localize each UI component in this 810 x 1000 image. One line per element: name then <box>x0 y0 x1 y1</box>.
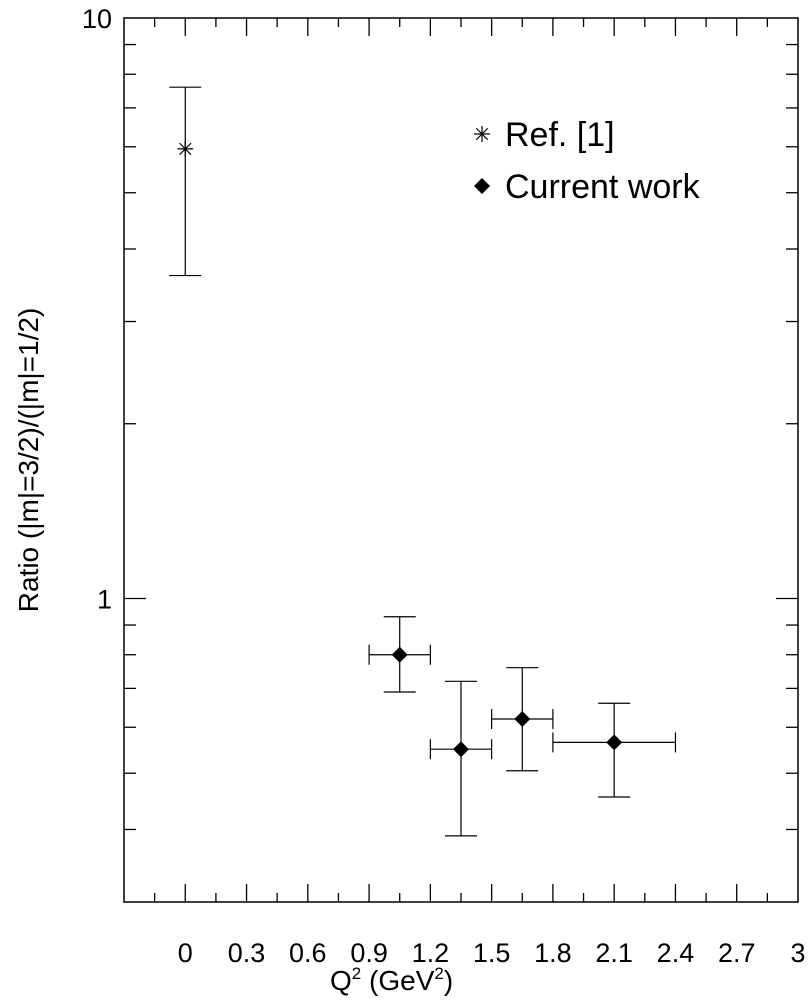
y-tick-label: 1 <box>97 584 112 614</box>
asterisk-stroke <box>475 127 489 141</box>
x-tick-label: 1.5 <box>473 938 511 968</box>
x-tick-label: 2.7 <box>718 938 756 968</box>
x-tick-label: 0 <box>178 938 193 968</box>
x-tick-label: 2.1 <box>595 938 633 968</box>
y-axis-title: Ratio (|m|=3/2)/(|m|=1/2) <box>13 308 44 613</box>
diamond-marker <box>474 178 490 194</box>
legend-marker-current <box>474 178 490 194</box>
diamond-marker <box>453 741 469 758</box>
y-tick-label: 10 <box>82 4 112 34</box>
asterisk-marker <box>177 140 194 157</box>
x-tick-label: 0.6 <box>289 938 327 968</box>
x-tick-label: 3 <box>790 938 805 968</box>
data-point <box>429 680 493 837</box>
x-axis-title-part: Q <box>330 965 352 996</box>
asterisk-stroke <box>179 142 192 156</box>
x-tick-label: 1.8 <box>534 938 572 968</box>
x-axis-title-part: (GeV <box>361 965 434 996</box>
diamond-marker <box>391 646 408 663</box>
asterisk-marker <box>474 126 490 142</box>
x-tick-label: 0.9 <box>350 938 388 968</box>
legend-label-ref: Ref. [1] <box>505 116 615 154</box>
diamond-marker <box>514 710 531 727</box>
data-point <box>368 616 431 693</box>
legend: Ref. [1] Current work <box>474 116 701 206</box>
x-axis-title-sup: 2 <box>352 964 361 983</box>
data-point <box>169 86 202 277</box>
legend-marker-ref <box>474 126 490 142</box>
x-axis-title: Q2 (GeV2) <box>330 964 453 996</box>
marks-layer <box>169 86 677 837</box>
diamond-marker <box>606 734 623 751</box>
data-point <box>491 667 554 772</box>
x-tick-label: 0.3 <box>228 938 266 968</box>
data-point <box>552 702 677 798</box>
x-axis-title-sup: 2 <box>434 964 443 983</box>
axes-layer: 0 0.3 0.6 0.9 1.2 1.5 1.8 2.1 2.4 2.7 3 1 10 <box>82 4 806 968</box>
x-tick-label: 1.2 <box>412 938 450 968</box>
x-axis-title-part: ) <box>444 965 453 996</box>
x-tick-label: 2.4 <box>657 938 695 968</box>
x-axis-title-text: Q2 (GeV2) <box>330 964 453 996</box>
legend-label-current: Current work <box>505 168 701 206</box>
